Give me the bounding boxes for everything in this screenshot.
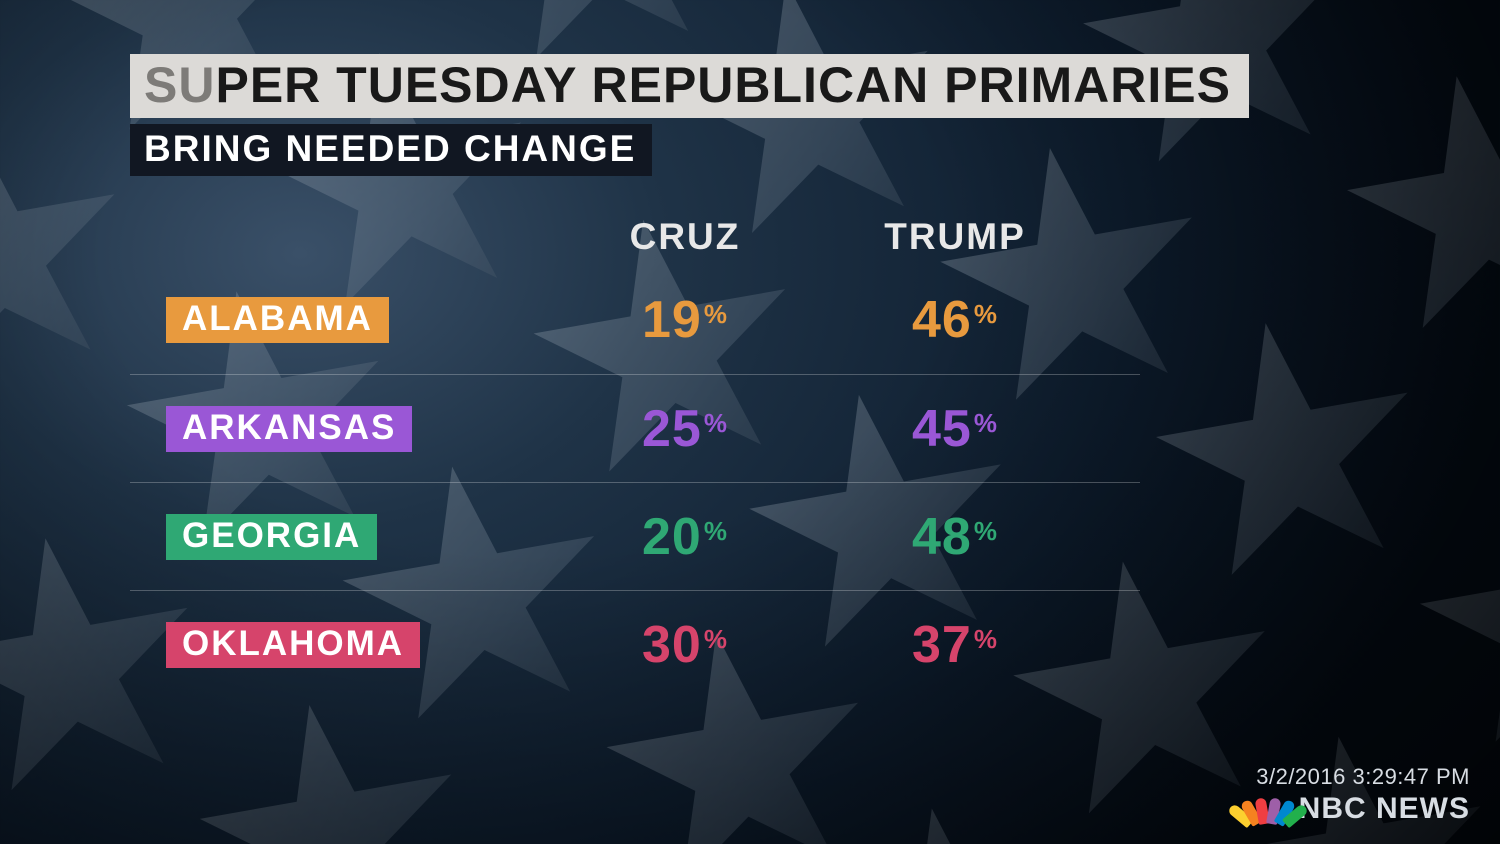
table-row: GEORGIA 20%48% [130, 482, 1140, 590]
state-cell: GEORGIA [130, 514, 550, 560]
network-logo: NBC NEWS [1245, 792, 1470, 826]
timestamp: 3/2/2016 3:29:47 PM [1245, 764, 1470, 790]
value-cell: 19% [550, 290, 820, 350]
peacock-icon [1245, 794, 1289, 824]
network-name: NBC NEWS [1299, 792, 1470, 826]
table-row: ARKANSAS 25%45% [130, 374, 1140, 482]
value-cell: 48% [820, 507, 1090, 567]
state-badge: GEORGIA [166, 514, 377, 560]
title-rest: PER TUESDAY REPUBLICAN PRIMARIES [215, 57, 1231, 113]
state-badge: ALABAMA [166, 297, 389, 343]
value-cell: 20% [550, 507, 820, 567]
footer: 3/2/2016 3:29:47 PM NBC NEWS [1245, 764, 1470, 826]
value-cell: 25% [550, 399, 820, 459]
results-table: CRUZ TRUMP ALABAMA 19%46% ARKANSAS 25%45% GE… [130, 216, 1140, 698]
table-header-row: CRUZ TRUMP [130, 216, 1140, 266]
subtitle: BRING NEEDED CHANGE [130, 124, 652, 176]
table-row: OKLAHOMA 30%37% [130, 590, 1140, 698]
table-row: ALABAMA 19%46% [130, 266, 1140, 374]
column-header-cruz: CRUZ [550, 216, 820, 266]
main-title: SUPER TUESDAY REPUBLICAN PRIMARIES [130, 54, 1249, 118]
value-cell: 37% [820, 615, 1090, 675]
state-cell: ALABAMA [130, 297, 550, 343]
state-badge: OKLAHOMA [166, 622, 420, 668]
value-cell: 30% [550, 615, 820, 675]
value-cell: 45% [820, 399, 1090, 459]
state-badge: ARKANSAS [166, 406, 412, 452]
value-cell: 46% [820, 290, 1090, 350]
column-header-trump: TRUMP [820, 216, 1090, 266]
title-accent: SU [144, 57, 215, 113]
state-cell: OKLAHOMA [130, 622, 550, 668]
state-cell: ARKANSAS [130, 406, 550, 452]
table-body: ALABAMA 19%46% ARKANSAS 25%45% GEORGIA 20%48%… [130, 266, 1140, 698]
content-area: SUPER TUESDAY REPUBLICAN PRIMARIES BRING… [0, 0, 1500, 844]
